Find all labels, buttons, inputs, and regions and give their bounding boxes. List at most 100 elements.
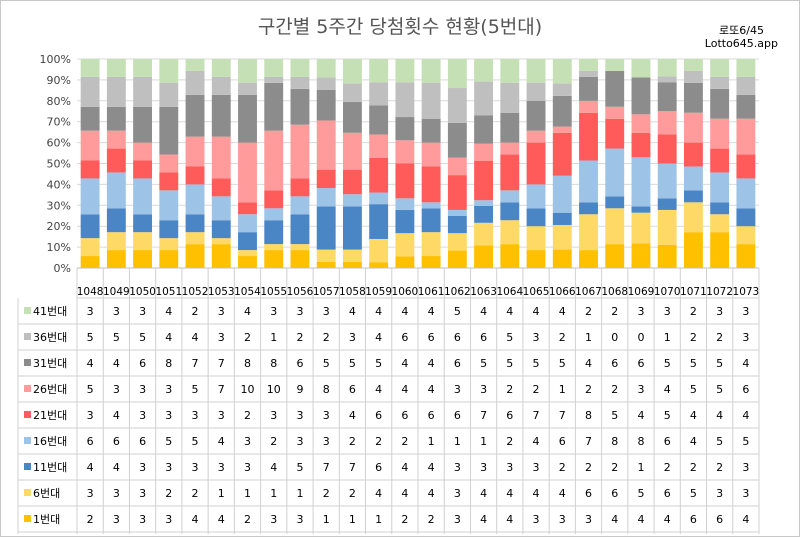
bar-segment xyxy=(657,111,677,135)
brand-line-2: Lotto645.app xyxy=(704,37,778,50)
bar-segment xyxy=(238,214,257,233)
table-cell-value: 8 xyxy=(165,357,172,370)
x-tick-label: 1055 xyxy=(260,286,287,298)
table-cell-value: 7 xyxy=(192,357,199,370)
bar-segment xyxy=(526,59,546,83)
table-cell-value: 3 xyxy=(218,331,225,344)
y-tick-label: 100% xyxy=(40,53,71,66)
table-cell-value: 6 xyxy=(664,435,671,448)
table-cell-value: 5 xyxy=(533,357,540,370)
x-tick-label: 1056 xyxy=(287,286,314,298)
bar-segment xyxy=(526,100,546,131)
bar-segment xyxy=(421,82,441,119)
bar-segment xyxy=(106,148,126,173)
table-cell-value: 2 xyxy=(375,435,382,448)
bar-segment xyxy=(447,175,467,210)
table-cell-value: 2 xyxy=(559,461,566,474)
bar-segment xyxy=(395,140,415,164)
table-cell-value: 2 xyxy=(192,487,199,500)
bar-segment xyxy=(474,115,494,144)
table-cell-value: 8 xyxy=(637,435,644,448)
table-cell-value: 4 xyxy=(506,305,513,318)
bar-segment xyxy=(106,59,126,77)
table-cell-value: 5 xyxy=(323,357,330,370)
table-cell-value: 6 xyxy=(454,409,461,422)
bar-segment xyxy=(211,178,231,197)
x-tick-label: 1063 xyxy=(470,286,497,298)
table-cell-value: 4 xyxy=(585,357,592,370)
table-cell-value: 1 xyxy=(270,487,277,500)
table-cell-value: 3 xyxy=(165,383,172,396)
bar-segment xyxy=(133,232,153,251)
table-cell-value: 4 xyxy=(113,409,120,422)
bar-segment xyxy=(238,94,257,143)
table-cell-value: 2 xyxy=(611,305,618,318)
legend-label: 26번대 xyxy=(33,383,67,396)
bar-segment xyxy=(474,81,494,116)
bar-segment xyxy=(80,214,100,239)
bar-segment xyxy=(106,130,126,149)
table-cell-value: 6 xyxy=(454,331,461,344)
bar-segment xyxy=(526,82,546,101)
bar-segment xyxy=(395,198,415,210)
table-cell-value: 3 xyxy=(139,383,146,396)
bar-segment xyxy=(80,130,100,161)
bar-segment xyxy=(552,59,572,84)
table-cell-value: 3 xyxy=(533,513,540,526)
table-cell-value: 3 xyxy=(113,487,120,500)
table-cell-value: 6 xyxy=(611,487,618,500)
x-tick-label: 1058 xyxy=(339,286,366,298)
bar-segment xyxy=(500,112,520,143)
bar-segment xyxy=(316,169,336,189)
table-cell-value: 2 xyxy=(506,383,513,396)
table-cell-value: 5 xyxy=(192,435,199,448)
y-tick-label: 10% xyxy=(47,241,71,254)
table-cell-value: 4 xyxy=(113,461,120,474)
bar-segment xyxy=(605,244,625,268)
bar-segment xyxy=(447,88,467,123)
bar-segment xyxy=(447,233,467,251)
bar-segment xyxy=(683,190,703,203)
table-cell-value: 4 xyxy=(611,513,618,526)
bar-segment xyxy=(657,76,677,83)
table-cell-value: 4 xyxy=(218,435,225,448)
y-tick-label: 70% xyxy=(47,116,71,129)
table-cell-value: 3 xyxy=(637,305,644,318)
bar-segment xyxy=(159,172,179,191)
bar-segment xyxy=(290,76,310,89)
table-cell-value: 7 xyxy=(585,435,592,448)
bar-segment xyxy=(421,232,441,257)
table-cell-value: 2 xyxy=(323,487,330,500)
bar-segment xyxy=(631,212,651,244)
bar-segment xyxy=(238,250,257,257)
table-cell-value: 4 xyxy=(637,513,644,526)
bar-segment xyxy=(474,205,494,223)
table-cell-value: 1 xyxy=(270,331,277,344)
bar-segment xyxy=(159,82,179,107)
bar-segment xyxy=(80,178,100,215)
table-cell-value: 5 xyxy=(716,357,723,370)
x-tick-label: 1057 xyxy=(313,286,340,298)
table-cell-value: 6 xyxy=(664,487,671,500)
x-tick-label: 1059 xyxy=(365,286,392,298)
bar-segment xyxy=(264,190,284,209)
bar-segment xyxy=(552,249,572,268)
table-cell-value: 3 xyxy=(585,513,592,526)
bar-segment xyxy=(736,226,756,245)
table-cell-value: 2 xyxy=(690,331,697,344)
bar-segment xyxy=(395,59,415,83)
table-cell-value: 5 xyxy=(139,331,146,344)
table-cell-value: 7 xyxy=(533,409,540,422)
x-tick-label: 1062 xyxy=(444,286,471,298)
bar-segment xyxy=(159,250,179,268)
table-cell-value: 4 xyxy=(533,435,540,448)
table-cell-value: 2 xyxy=(401,435,408,448)
bar-segment xyxy=(500,220,520,245)
bar-segment xyxy=(106,250,126,268)
bar-segment xyxy=(316,77,336,90)
bar-segment xyxy=(631,157,651,207)
legend-swatch xyxy=(24,411,31,418)
legend-label: 6번대 xyxy=(33,487,60,500)
table-cell-value: 6 xyxy=(480,331,487,344)
table-cell-value: 4 xyxy=(664,383,671,396)
